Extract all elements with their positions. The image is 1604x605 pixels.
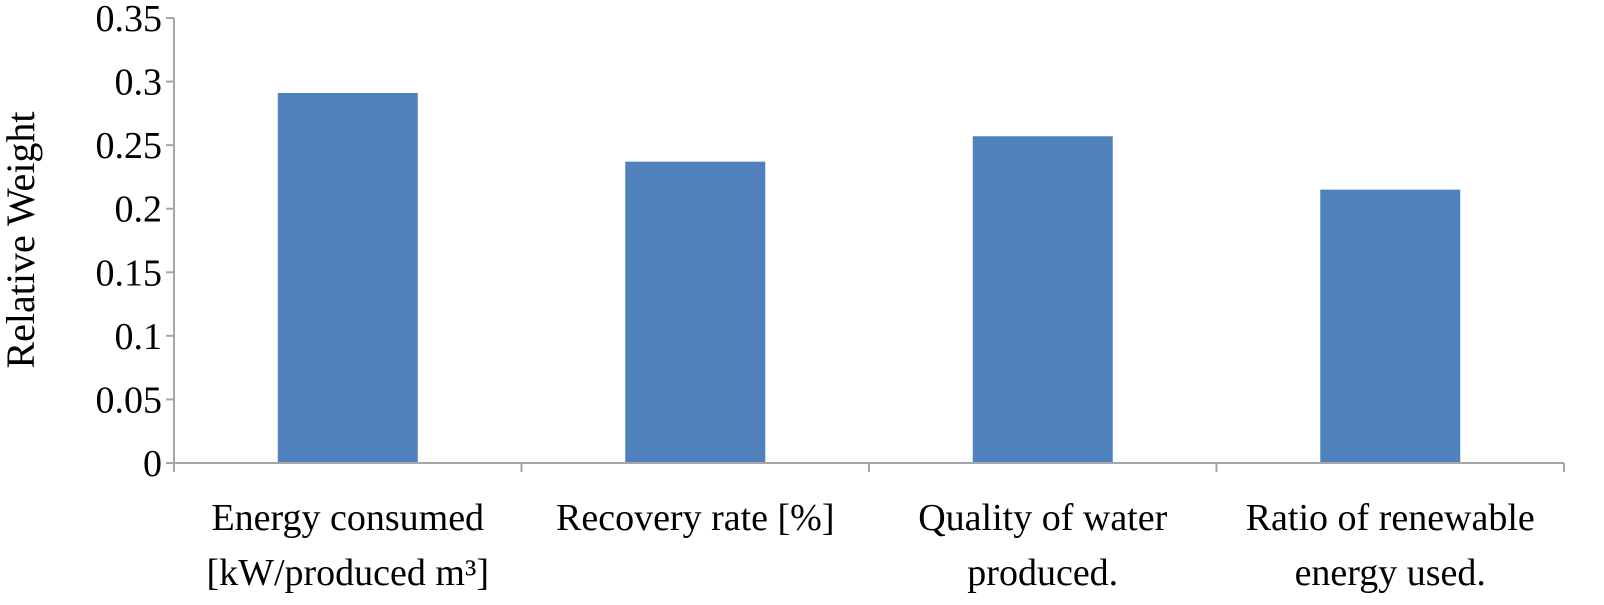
y-tick-label: 0.1 (115, 316, 163, 358)
bar (277, 93, 418, 463)
axes-group (166, 17, 1565, 472)
bars-group (277, 93, 1461, 463)
y-tick-label: 0.05 (96, 379, 163, 421)
x-tick-labels: Energy consumed [kW/produced m³] Recovery … (206, 497, 1534, 594)
x-category-label: Recovery rate [%] (556, 497, 835, 539)
y-tick-label: 0.35 (96, 0, 163, 40)
x-category-label: Quality of water produced. (918, 497, 1167, 594)
x-category-label: Ratio of renewable energy used. (1246, 497, 1535, 594)
bar (972, 136, 1113, 463)
y-tick-label: 0.15 (96, 252, 163, 294)
x-category-label: Energy consumed [kW/produced m³] (206, 497, 489, 594)
y-tick-label: 0 (143, 443, 162, 485)
bar (625, 161, 766, 463)
y-axis-title: Relative Weight (0, 111, 43, 368)
y-tick-label: 0.2 (115, 189, 163, 231)
bar (1320, 189, 1461, 463)
y-tick-label: 0.3 (115, 62, 163, 104)
y-tick-label: 0.25 (96, 125, 163, 167)
y-tick-labels: 0 0.05 0.1 0.15 0.2 0.25 0.3 0.35 (96, 0, 163, 485)
